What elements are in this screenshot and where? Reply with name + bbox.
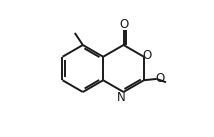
Text: O: O xyxy=(142,49,152,62)
Text: O: O xyxy=(119,18,128,31)
Text: N: N xyxy=(117,91,125,104)
Text: O: O xyxy=(155,72,164,85)
